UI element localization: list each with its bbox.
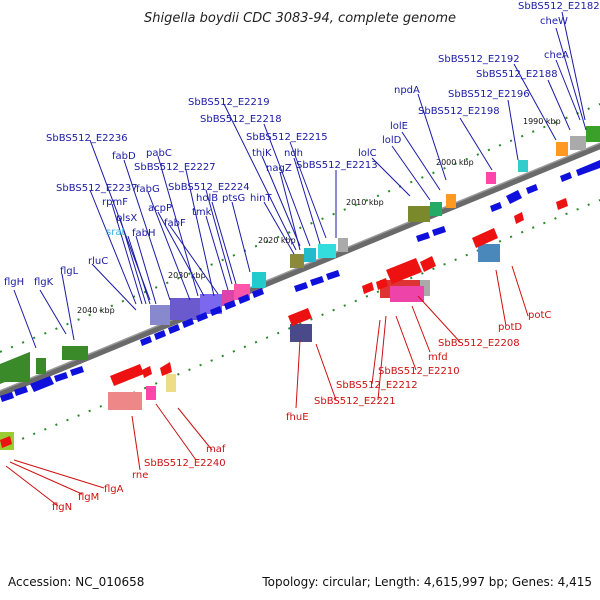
leader-lines-top — [13, 11, 587, 349]
gene-label: flgN — [52, 502, 72, 513]
gene-label: SbBS512_E2240 — [144, 458, 226, 469]
gene-label: SbBS512_E2215 — [246, 132, 328, 143]
kbp-label: 1990 kbp — [523, 117, 561, 126]
gene-label: plsX — [116, 213, 137, 224]
gene-label: srat — [106, 227, 125, 238]
gene-label: ptsG — [222, 193, 245, 204]
gene-label: pabC — [146, 148, 172, 159]
kbp-label: 2030 kbp — [168, 271, 206, 280]
gene-label: cheA — [544, 50, 569, 61]
gene-label: SbBS512_E2212 — [336, 380, 418, 391]
scale-labels: 1990 kbp 2000 kbp 2010 kbp 2020 kbp 2030… — [77, 117, 561, 315]
gene-label: flgA — [104, 484, 124, 495]
forward-gene-blocks — [0, 126, 600, 384]
gene-label: cheW — [540, 16, 568, 27]
gene-label: lolD — [382, 135, 402, 146]
gene-label: fhuE — [286, 412, 309, 423]
gene-label: SbBS512_E2192 — [438, 54, 520, 65]
gene-label: potD — [498, 322, 522, 333]
gene-label: hinT — [250, 193, 272, 204]
gene-label: SbBS512_E2188 — [476, 69, 558, 80]
kbp-label: 2040 kbp — [77, 306, 115, 315]
gene-label: mfd — [428, 352, 448, 363]
gene-label: SbBS512_E2236 — [46, 133, 128, 144]
gene-label: rne — [132, 470, 148, 481]
gene-label: lolC — [358, 148, 377, 159]
reverse-gene-blocks — [0, 244, 500, 450]
gene-label: flgH — [4, 277, 24, 288]
kbp-label: 2010 kbp — [346, 198, 384, 207]
gene-label: potC — [528, 310, 551, 321]
gene-label: flgL — [60, 266, 79, 277]
gene-label: fabF — [164, 218, 186, 229]
gene-label: rpmF — [102, 197, 128, 208]
gene-label: SbBS512_E2221 — [314, 396, 396, 407]
gene-label: thiK — [252, 148, 272, 159]
gene-label: fabD — [112, 151, 136, 162]
gene-label: holB — [196, 193, 218, 204]
reverse-arrows — [0, 198, 568, 448]
reverse-gene-labels: potC potD SbBS512_E2208 mfd SbBS512_E221… — [52, 310, 551, 513]
gene-label: SbBS512_E2227 — [134, 162, 216, 173]
gene-label: acpP — [148, 203, 172, 214]
gene-label: maf — [206, 444, 226, 455]
genome-summary-text: Topology: circular; Length: 4,615,997 bp… — [261, 575, 592, 589]
gene-label: nagZ — [266, 163, 292, 174]
accession-text: Accession: NC_010658 — [8, 575, 144, 589]
forward-arrows — [0, 160, 600, 402]
gene-label: lolE — [390, 121, 408, 132]
gene-label: SbBS512_E2196 — [448, 89, 530, 100]
gene-label: flgM — [78, 492, 99, 503]
gene-label: SbBS512_E2237 — [56, 183, 138, 194]
gene-label: SbBS512_E2224 — [168, 182, 250, 193]
gene-label: SbBS512_E2213 — [296, 160, 378, 171]
gene-label: rluC — [88, 256, 108, 267]
forward-gene-labels: SbBS512_E2182 cheW cheA SbBS512_E2192 Sb… — [4, 1, 600, 288]
gene-label: tmk — [192, 207, 212, 218]
gene-label: SbBS512_E2219 — [188, 97, 270, 108]
gene-label: SbBS512_E2182 — [518, 1, 600, 12]
gene-label: SbBS512_E2218 — [200, 114, 282, 125]
gene-label: SbBS512_E2198 — [418, 106, 500, 117]
gene-label: npdA — [394, 85, 420, 96]
kbp-label: 2020 kbp — [258, 236, 296, 245]
gene-label: SbBS512_E2210 — [378, 366, 460, 377]
leader-lines-bottom — [5, 265, 529, 507]
gene-label: SbBS512_E2208 — [438, 338, 520, 349]
genome-title: Shigella boydii CDC 3083-94, complete ge… — [144, 11, 456, 26]
gene-label: fabH — [132, 228, 156, 239]
kbp-label: 2000 kbp — [436, 158, 474, 167]
gene-label: ndh — [284, 148, 303, 159]
gene-label: flgK — [34, 277, 54, 288]
gene-label: fabG — [136, 184, 160, 195]
